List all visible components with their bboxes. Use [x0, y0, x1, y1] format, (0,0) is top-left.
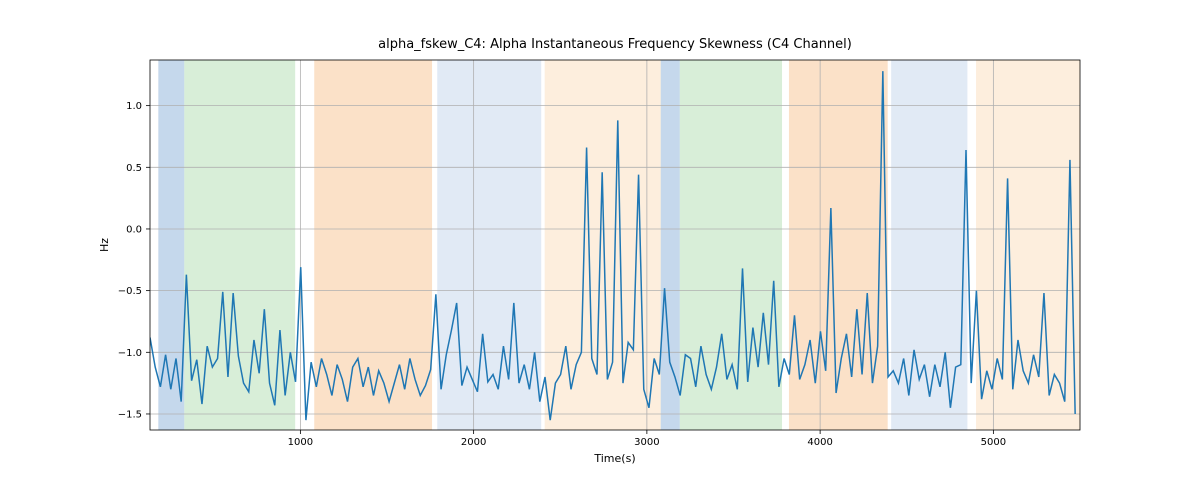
- y-tick-label: −1.5: [118, 409, 142, 420]
- y-tick-label: 0.5: [126, 163, 142, 174]
- x-axis-label: Time(s): [593, 452, 635, 465]
- stage-band: [661, 60, 680, 430]
- x-tick-label: 4000: [807, 437, 832, 448]
- y-tick-label: −0.5: [118, 286, 142, 297]
- y-axis-label: Hz: [98, 238, 111, 252]
- stage-band: [680, 60, 782, 430]
- chart-container: 1000 2000 3000 4000 5000 −1.5 −1.0 −0.5 0.0 0.5 1.…: [0, 0, 1200, 500]
- x-tick-label: 5000: [981, 437, 1006, 448]
- x-tick-label: 1000: [288, 437, 313, 448]
- chart-title: alpha_fskew_C4: Alpha Instantaneous Freq…: [378, 37, 852, 52]
- y-tick-label: 0.0: [126, 224, 142, 235]
- y-tick-label: 1.0: [126, 101, 142, 112]
- stage-band: [891, 60, 967, 430]
- chart-svg: 1000 2000 3000 4000 5000 −1.5 −1.0 −0.5 0.0 0.5 1.…: [0, 0, 1200, 500]
- stage-band: [973, 60, 976, 430]
- x-tick-label: 2000: [461, 437, 486, 448]
- stage-band: [184, 60, 295, 430]
- x-tick-label: 3000: [634, 437, 659, 448]
- y-tick-label: −1.0: [118, 348, 142, 359]
- stage-band: [976, 60, 1080, 430]
